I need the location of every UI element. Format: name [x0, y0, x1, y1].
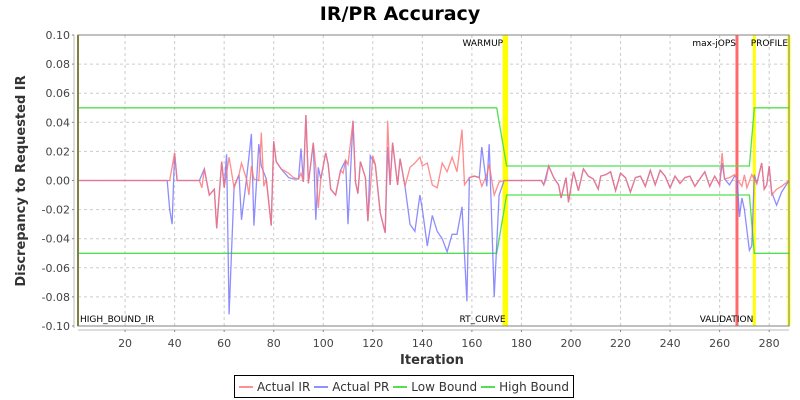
- legend-swatch: [314, 385, 329, 388]
- marker-label: WARMUP: [462, 39, 503, 49]
- x-tick-label: 260: [709, 337, 730, 350]
- legend-label: Low Bound: [411, 379, 478, 394]
- series-actual-ir: [78, 114, 790, 234]
- y-tick-label: -0.08: [42, 291, 70, 304]
- y-tick-label: -0.06: [42, 262, 70, 275]
- marker-label: RT_CURVE: [460, 315, 506, 325]
- y-tick-label: 0.10: [46, 29, 71, 42]
- y-tick-label: 0.06: [46, 87, 71, 100]
- x-tick-label: 60: [217, 337, 231, 350]
- x-tick-label: 80: [267, 337, 281, 350]
- x-tick-label: 280: [759, 337, 780, 350]
- marker-label: HIGH_BOUND_IR: [80, 315, 154, 325]
- legend-item-low-bound: Low Bound: [393, 380, 477, 394]
- y-tick-label: -0.04: [42, 233, 70, 246]
- y-tick-label: 0.08: [46, 58, 71, 71]
- y-tick-label: 0.02: [46, 145, 71, 158]
- x-tick-label: 160: [461, 337, 482, 350]
- legend-label: Actual PR: [332, 379, 390, 394]
- x-tick-label: 200: [560, 337, 581, 350]
- x-tick-label: 180: [511, 337, 532, 350]
- legend-swatch: [481, 385, 496, 388]
- x-tick-label: 40: [168, 337, 182, 350]
- chart-title: IR/PR Accuracy: [319, 3, 481, 25]
- axes: 0.10 0.08 0.06 0.04 0.02 0.00 -0.02 -0.04 -0.06 -…: [42, 29, 790, 350]
- marker-label: max-jOPS: [692, 39, 736, 49]
- series-low-bound: [78, 194, 789, 254]
- x-tick-label: 20: [118, 337, 132, 350]
- marker-label: PROFILE: [751, 39, 789, 49]
- y-tick-label: 0.00: [46, 175, 71, 188]
- y-tick-label: -0.10: [42, 320, 70, 333]
- legend-item-actual-pr: Actual PR: [314, 380, 389, 394]
- x-tick-label: 120: [362, 337, 383, 350]
- legend-item-actual-ir: Actual IR: [239, 380, 310, 394]
- legend-item-high-bound: High Bound: [481, 380, 569, 394]
- y-tick-label: 0.04: [46, 116, 71, 129]
- x-tick-label: 100: [313, 337, 334, 350]
- y-tick-label: -0.02: [42, 204, 70, 217]
- y-axis-label: Discrepancy to Requested IR: [14, 75, 29, 286]
- legend-label: Actual IR: [257, 379, 311, 394]
- x-tick-label: 140: [412, 337, 433, 350]
- legend: Actual IR Actual PR Low Bound High Bound: [234, 375, 574, 398]
- data-series: [78, 107, 790, 315]
- x-axis-label: Iteration: [400, 353, 464, 368]
- marker-label: VALIDATION: [700, 315, 754, 325]
- legend-swatch: [393, 385, 408, 388]
- x-tick-label: 220: [610, 337, 631, 350]
- x-tick-label: 240: [660, 337, 681, 350]
- legend-swatch: [239, 385, 253, 388]
- series-high-bound: [78, 107, 789, 167]
- legend-label: High Bound: [499, 379, 569, 394]
